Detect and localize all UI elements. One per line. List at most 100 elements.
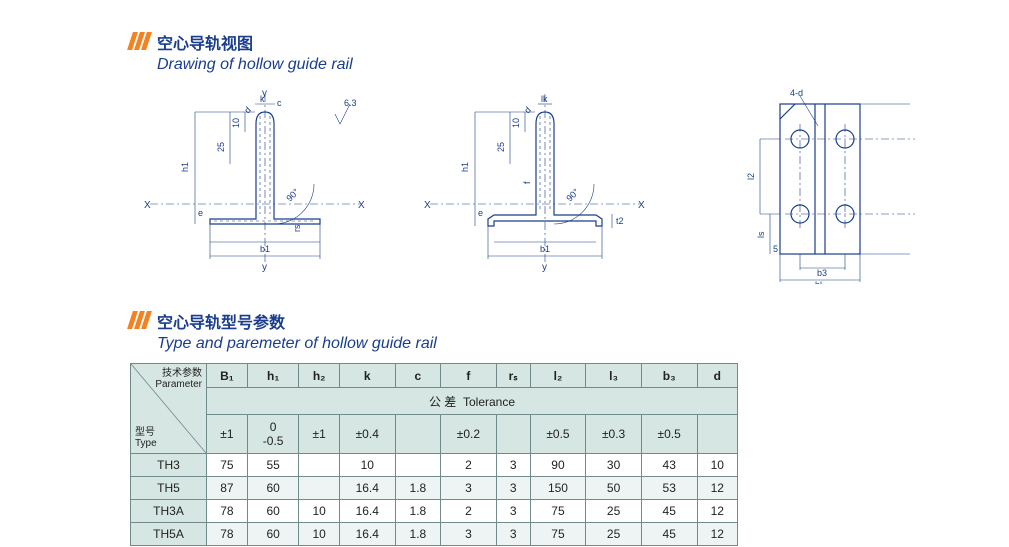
col-header: rₛ	[496, 364, 530, 388]
value-cell: 78	[207, 500, 248, 523]
type-cell: TH3	[131, 454, 207, 477]
diagram-1: X X y y k c h1 10 25 e b1 90° 6.3 d rs	[140, 84, 370, 289]
slash-icon	[130, 311, 149, 329]
svg-text:d: d	[522, 105, 533, 116]
value-cell: 30	[586, 454, 642, 477]
svg-text:X: X	[144, 200, 151, 211]
value-cell: 87	[207, 477, 248, 500]
col-header: l₂	[530, 364, 586, 388]
svg-text:b1: b1	[260, 244, 270, 254]
value-cell: 60	[247, 523, 299, 546]
parameter-table: 技术参数 Parameter 型号 Type B₁ h₁ h₂ k c f rₛ…	[130, 363, 738, 546]
tolerance-row-label: 公 差 Tolerance	[207, 388, 738, 415]
section2-title-en: Type and paremeter of hollow guide rail	[157, 335, 437, 353]
value-cell: 10	[339, 454, 395, 477]
tolerance-cell	[697, 415, 738, 454]
svg-text:f: f	[522, 181, 532, 184]
svg-text:25: 25	[496, 142, 506, 152]
col-header: f	[441, 364, 497, 388]
value-cell: 43	[641, 454, 697, 477]
value-cell: 3	[496, 523, 530, 546]
svg-text:X: X	[358, 200, 365, 211]
col-header: h₁	[247, 364, 299, 388]
table-corner-cell: 技术参数 Parameter 型号 Type	[131, 364, 207, 454]
table-row: TH3A78601016.41.82375254512	[131, 500, 738, 523]
value-cell: 12	[697, 500, 738, 523]
value-cell: 3	[441, 477, 497, 500]
value-cell: 45	[641, 523, 697, 546]
value-cell: 12	[697, 477, 738, 500]
svg-text:k: k	[260, 94, 265, 104]
value-cell: 53	[641, 477, 697, 500]
svg-text:b1: b1	[540, 244, 550, 254]
corner-top-en: Parameter	[155, 379, 202, 390]
value-cell: 16.4	[339, 500, 395, 523]
section2-title-cn: 空心导轨型号参数	[157, 309, 437, 333]
value-cell: 75	[530, 523, 586, 546]
svg-text:h1: h1	[460, 162, 470, 172]
diagrams-row: X X y y k c h1 10 25 e b1 90° 6.3 d rs	[140, 84, 1009, 289]
svg-text:e: e	[478, 208, 483, 218]
value-cell: 50	[586, 477, 642, 500]
value-cell: 25	[586, 523, 642, 546]
diagram-3: 4-d	[700, 84, 930, 289]
svg-text:y: y	[542, 262, 547, 273]
svg-text:6.3: 6.3	[344, 98, 357, 108]
value-cell: 10	[299, 523, 339, 546]
value-cell: 60	[247, 477, 299, 500]
type-cell: TH3A	[131, 500, 207, 523]
col-header: l₃	[586, 364, 642, 388]
value-cell: 2	[441, 454, 497, 477]
section1-header: 空心导轨视图 Drawing of hollow guide rail	[130, 30, 1009, 74]
col-header: d	[697, 364, 738, 388]
value-cell: 78	[207, 523, 248, 546]
value-cell: 55	[247, 454, 299, 477]
table-row: TH37555102390304310	[131, 454, 738, 477]
svg-text:t2: t2	[616, 216, 624, 226]
tolerance-cell	[496, 415, 530, 454]
svg-text:X: X	[424, 200, 431, 211]
svg-text:5: 5	[773, 244, 778, 254]
svg-text:lk: lk	[541, 94, 548, 104]
corner-bottom-cn: 型号	[135, 427, 155, 438]
svg-text:l2: l2	[746, 173, 756, 180]
value-cell: 150	[530, 477, 586, 500]
value-cell: 75	[530, 500, 586, 523]
value-cell: 90	[530, 454, 586, 477]
value-cell: 1.8	[395, 477, 441, 500]
table-row: TH5A78601016.41.83375254512	[131, 523, 738, 546]
tolerance-cell: ±0.5	[530, 415, 586, 454]
value-cell: 3	[496, 500, 530, 523]
value-cell: 75	[207, 454, 248, 477]
value-cell: 3	[441, 523, 497, 546]
value-cell: 10	[697, 454, 738, 477]
tolerance-cell: ±0.2	[441, 415, 497, 454]
col-header: k	[339, 364, 395, 388]
value-cell	[299, 477, 339, 500]
svg-text:10: 10	[231, 118, 241, 128]
type-cell: TH5	[131, 477, 207, 500]
tolerance-cell: ±0.4	[339, 415, 395, 454]
value-cell: 16.4	[339, 477, 395, 500]
value-cell	[299, 454, 339, 477]
svg-text:90°: 90°	[284, 186, 301, 203]
col-header: B₁	[207, 364, 248, 388]
diagram-2: X X y lk h1 10 25 e b1 90° d f t2	[420, 84, 650, 289]
value-cell	[395, 454, 441, 477]
svg-text:X: X	[638, 200, 645, 211]
section1-title-cn: 空心导轨视图	[157, 30, 353, 54]
svg-text:d: d	[242, 105, 253, 116]
value-cell: 60	[247, 500, 299, 523]
svg-text:b3: b3	[817, 268, 827, 278]
col-header: b₃	[641, 364, 697, 388]
svg-text:e: e	[198, 208, 203, 218]
svg-text:4-d: 4-d	[790, 88, 803, 98]
corner-bottom-en: Type	[135, 438, 157, 449]
value-cell: 16.4	[339, 523, 395, 546]
tolerance-cell	[395, 415, 441, 454]
col-header: c	[395, 364, 441, 388]
section2-header: 空心导轨型号参数 Type and paremeter of hollow gu…	[130, 309, 1009, 353]
tolerance-cell: ±1	[299, 415, 339, 454]
value-cell: 1.8	[395, 500, 441, 523]
value-cell: 12	[697, 523, 738, 546]
